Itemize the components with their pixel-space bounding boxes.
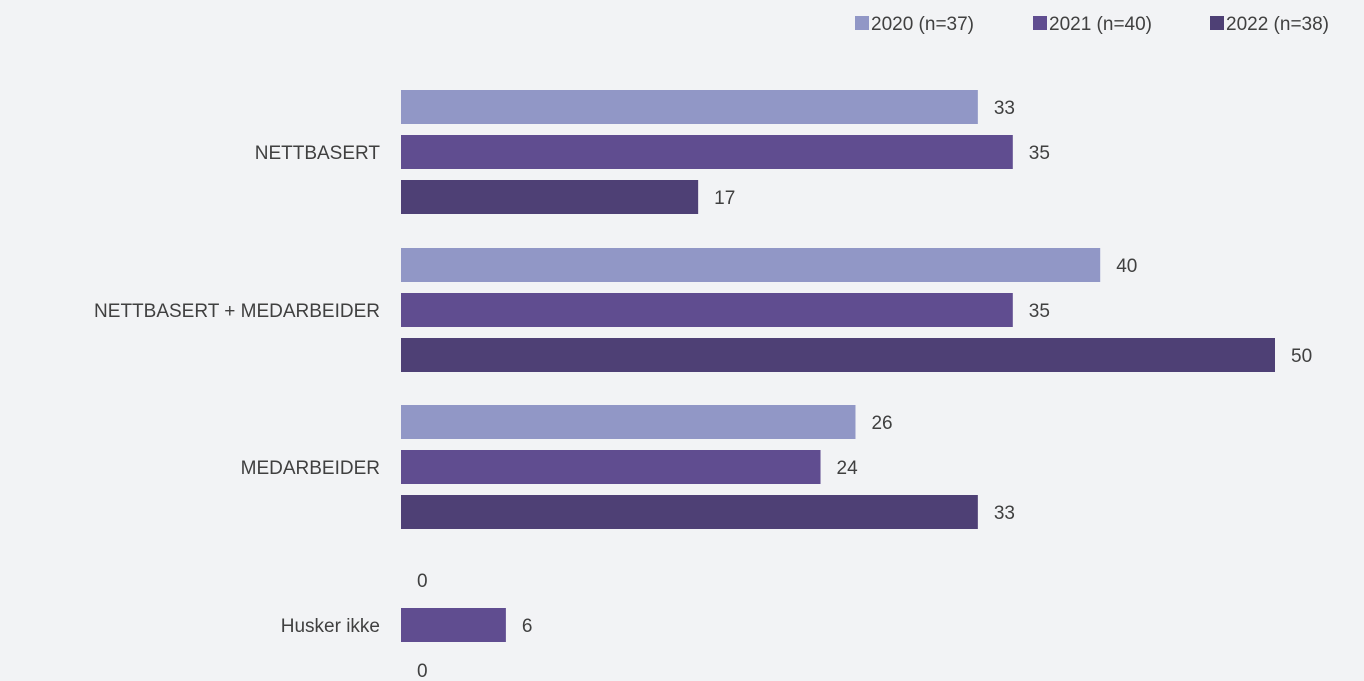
- bar-3-2: [401, 450, 821, 484]
- value-label-2-3: 50: [1291, 346, 1312, 367]
- value-label-2-1: 40: [1116, 256, 1137, 277]
- bar-1-1: [401, 90, 978, 124]
- category-label-4: Husker ikke: [281, 616, 380, 637]
- category-label-3: MEDARBEIDER: [241, 458, 380, 479]
- bar-1-2: [401, 135, 1013, 169]
- value-label-3-3: 33: [994, 503, 1015, 524]
- legend-label-3: 2022 (n=38): [1226, 14, 1329, 35]
- bar-2-3: [401, 338, 1275, 372]
- bar-2-1: [401, 248, 1101, 282]
- value-label-4-3: 0: [417, 661, 428, 681]
- value-label-1-3: 17: [714, 188, 735, 209]
- value-label-3-2: 24: [837, 458, 859, 479]
- value-label-4-2: 6: [522, 616, 533, 637]
- bar-4-2: [401, 608, 506, 642]
- value-label-4-1: 0: [417, 571, 428, 592]
- value-label-3-1: 26: [871, 413, 892, 434]
- legend-swatch-2: [1033, 16, 1047, 30]
- value-label-1-1: 33: [994, 98, 1015, 119]
- legend-label-2: 2021 (n=40): [1049, 14, 1152, 35]
- legend-swatch-1: [855, 16, 869, 30]
- bars: [401, 90, 1275, 642]
- bar-1-3: [401, 180, 699, 214]
- legend: 2020 (n=37) 2021 (n=40) 2022 (n=38): [855, 14, 1329, 35]
- bar-3-3: [401, 495, 978, 529]
- bar-2-2: [401, 293, 1013, 327]
- category-label-1: NETTBASERT: [255, 143, 381, 164]
- legend-swatch-3: [1210, 16, 1224, 30]
- value-label-2-2: 35: [1029, 301, 1050, 322]
- category-label-2: NETTBASERT + MEDARBEIDER: [94, 301, 380, 322]
- legend-label-1: 2020 (n=37): [871, 14, 974, 35]
- bar-3-1: [401, 405, 856, 439]
- value-labels: 33 35 17 40 35 50 26 24 33 0 6 0: [417, 98, 1312, 681]
- value-label-1-2: 35: [1029, 143, 1050, 164]
- category-labels: NETTBASERT NETTBASERT + MEDARBEIDER MEDARB…: [94, 143, 380, 637]
